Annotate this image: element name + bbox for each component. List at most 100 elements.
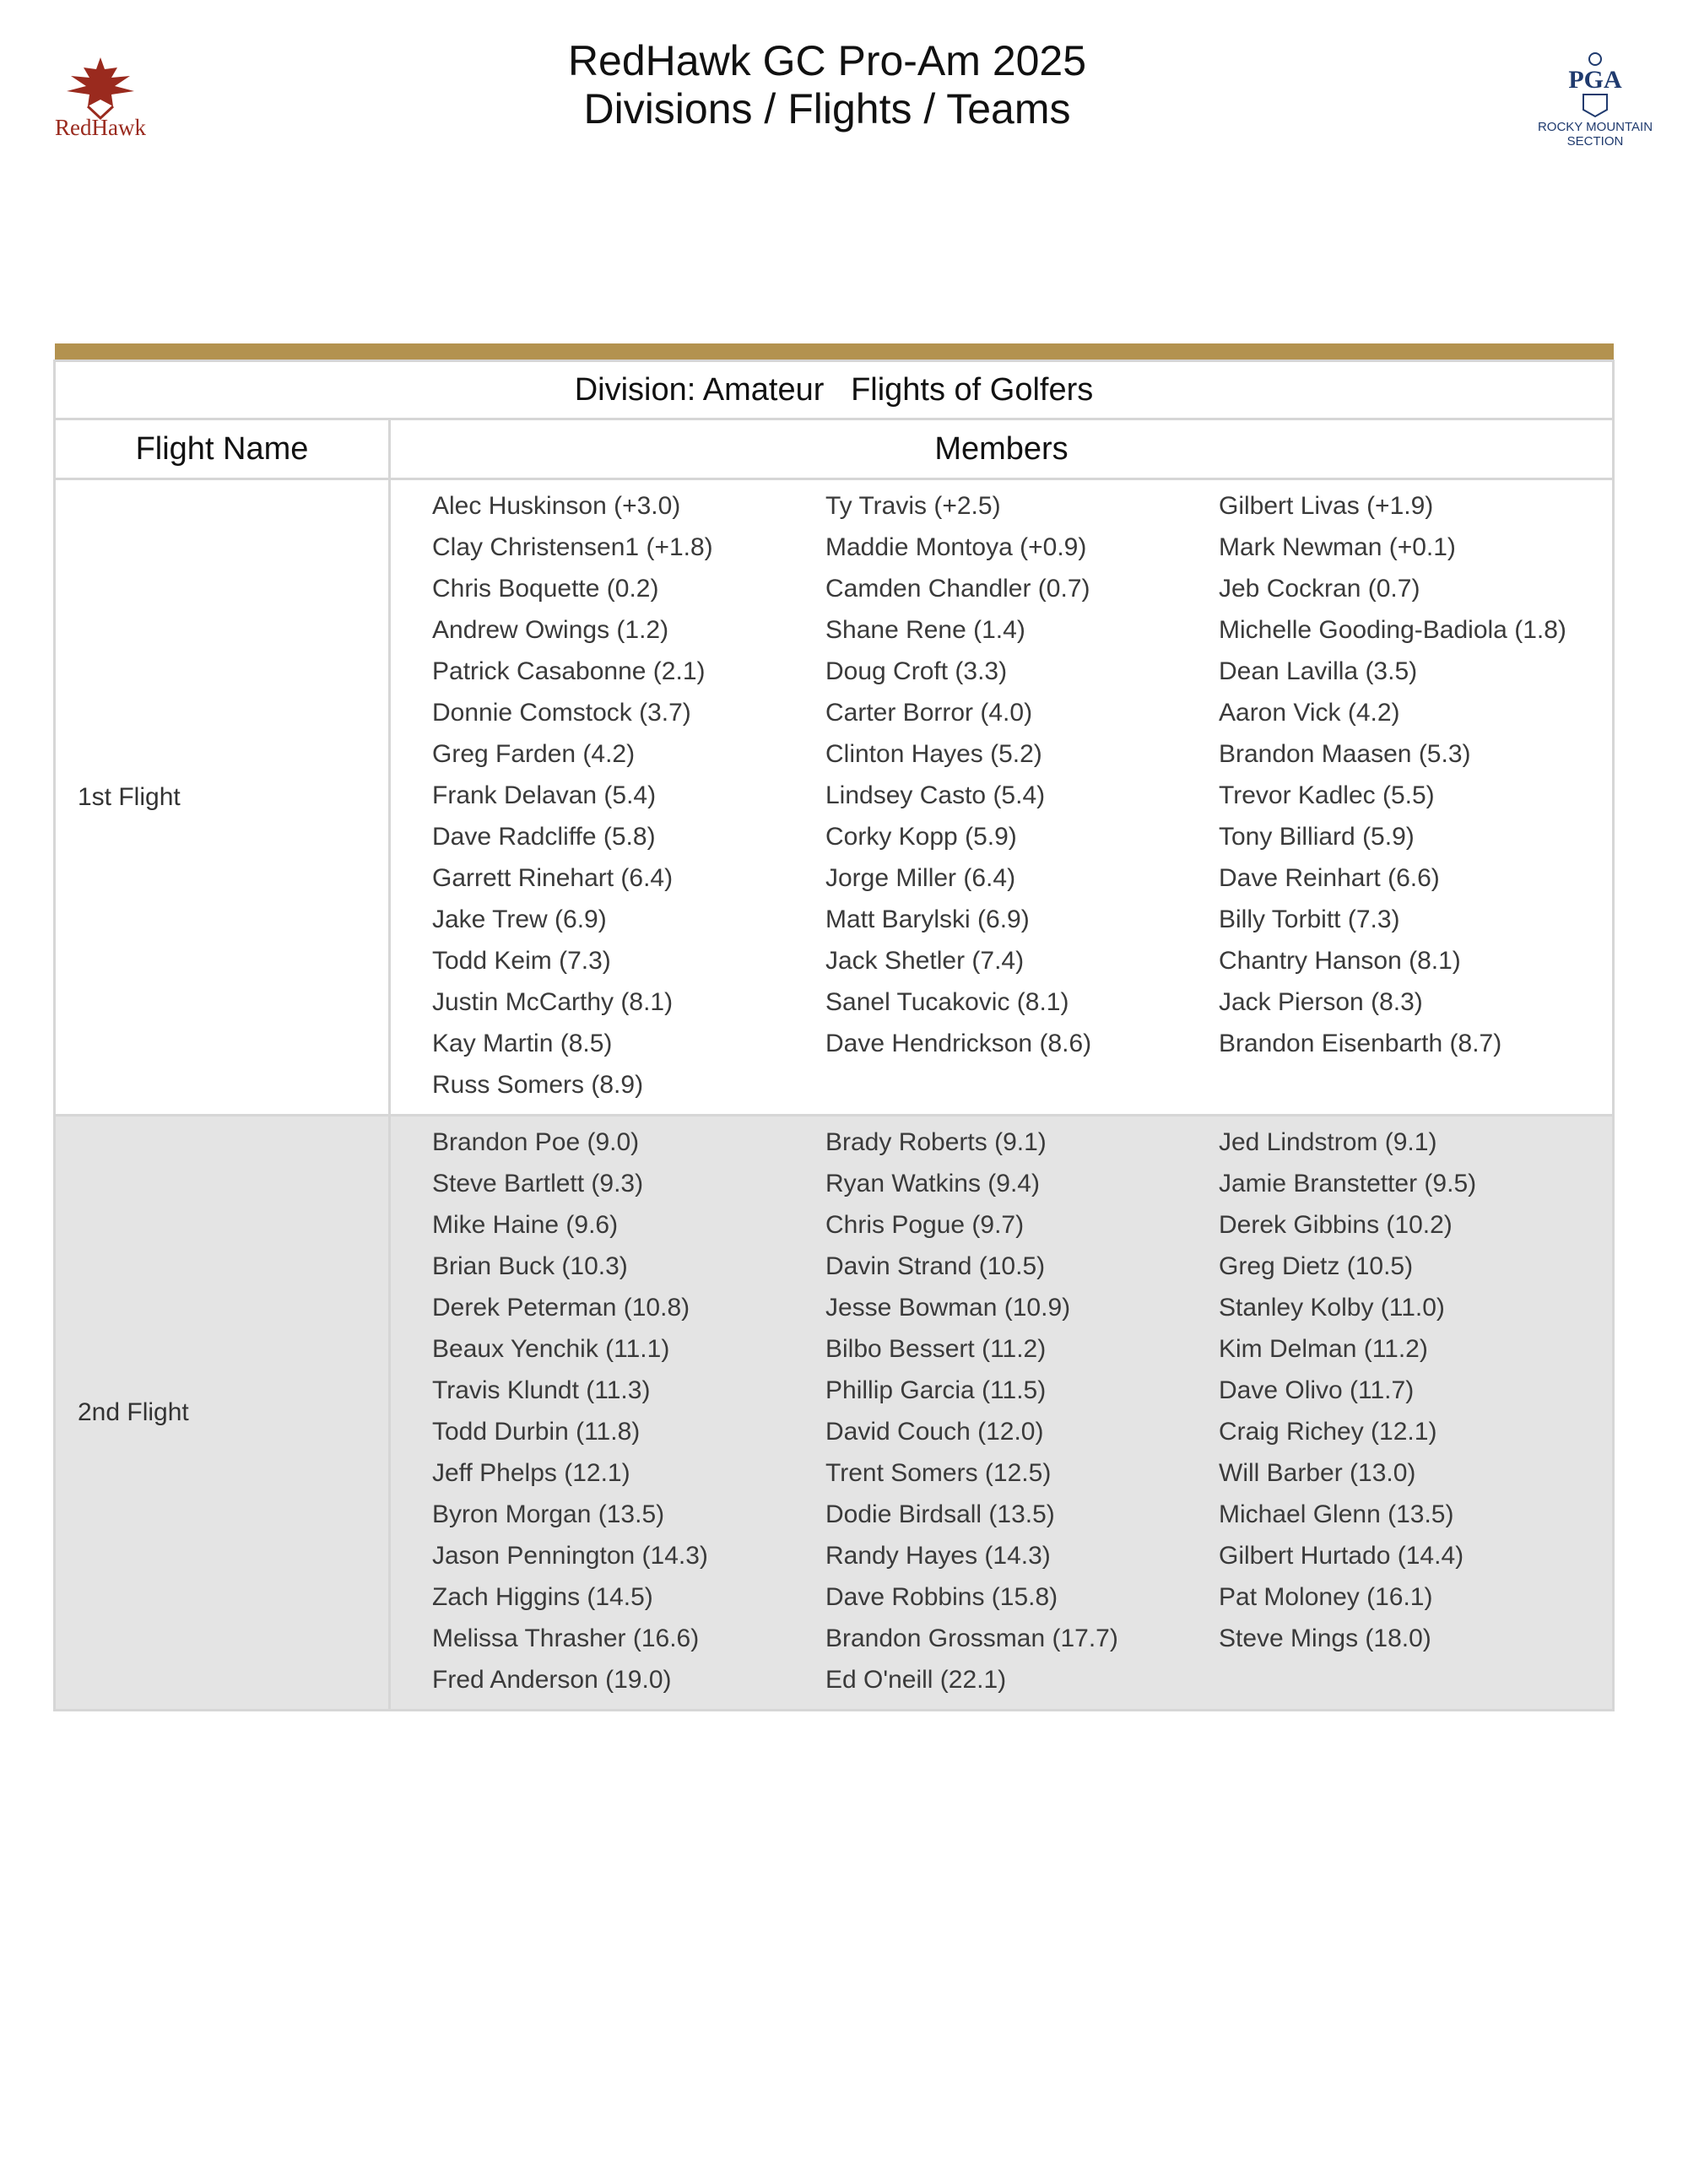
flight-row: 1st Flight Alec Huskinson (+3.0) Ty Travis… (53, 478, 1615, 1116)
member: Jamie Branstetter (9.5) (1219, 1170, 1477, 1197)
member: Jack Shetler (7.4) (825, 947, 1025, 975)
member: Dave Robbins (15.8) (825, 1583, 1058, 1611)
member: Greg Farden (4.2) (432, 740, 636, 768)
member: Chantry Hanson (8.1) (1219, 947, 1461, 975)
member: Jake Trew (6.9) (432, 905, 607, 933)
member: Byron Morgan (13.5) (432, 1500, 665, 1528)
title-line: RedHawk GC Pro-Am 2025 (567, 37, 1087, 84)
member: Craig Richey (12.1) (1219, 1418, 1437, 1446)
member: Dean Lavilla (3.5) (1219, 657, 1418, 685)
logo-caption: SECTION (1567, 134, 1624, 149)
member: Zach Higgins (14.5) (432, 1583, 653, 1611)
member: Dave Reinhart (6.6) (1219, 864, 1440, 892)
member: Jeb Cockran (0.7) (1219, 575, 1420, 603)
members-cell: Alec Huskinson (+3.0) Ty Travis (+2.5) Gil… (388, 478, 1615, 1116)
member: Patrick Casabonne (2.1) (432, 657, 706, 685)
member: Beaux Yenchik (11.1) (432, 1335, 670, 1363)
member: Phillip Garcia (11.5) (825, 1376, 1047, 1404)
member: Davin Strand (10.5) (825, 1252, 1046, 1280)
logo-text: RedHawk (55, 115, 146, 140)
logo-caption: ROCKY MOUNTAIN (1538, 120, 1653, 134)
member: Matt Barylski (6.9) (825, 905, 1030, 933)
member: Todd Durbin (11.8) (432, 1418, 641, 1446)
member: Corky Kopp (5.9) (825, 823, 1017, 851)
member: Ed O'neill (22.1) (825, 1666, 1007, 1694)
title-line: Divisions / Flights / Teams (583, 85, 1071, 132)
flight-name: 1st Flight (53, 478, 391, 1116)
member: Todd Keim (7.3) (432, 947, 611, 975)
members-grid: Alec Huskinson (+3.0) Ty Travis (+2.5) Gil… (391, 480, 1612, 1114)
member: Michelle Gooding-Badiola (1.8) (1219, 616, 1566, 644)
member: Dave Radcliffe (5.8) (432, 823, 656, 851)
members-grid: Brandon Poe (9.0) Brady Roberts (9.1) Jed … (391, 1116, 1612, 1709)
member: Donnie Comstock (3.7) (432, 699, 691, 727)
member: Brandon Eisenbarth (8.7) (1219, 1030, 1502, 1057)
member: Brandon Poe (9.0) (432, 1128, 640, 1156)
member: Frank Delavan (5.4) (432, 781, 657, 809)
division: Division: Amateur (574, 371, 825, 408)
member: Andrew Owings (1.2) (432, 616, 669, 644)
member: Mike Haine (9.6) (432, 1211, 619, 1239)
member: Clinton Hayes (5.2) (825, 740, 1042, 768)
member: Dave Hendrickson (8.6) (825, 1030, 1092, 1057)
member: Clay Christensen1 (+1.8) (432, 533, 713, 561)
member: Tony Billiard (5.9) (1219, 823, 1415, 851)
member: Camden Chandler (0.7) (825, 575, 1090, 603)
member: Derek Gibbins (10.2) (1219, 1211, 1453, 1239)
flight-row: 2nd Flight Brandon Poe (9.0) Brady Roberts… (53, 1114, 1615, 1711)
member: Carter Borror (4.0) (825, 699, 1033, 727)
member: Shane Rene (1.4) (825, 616, 1025, 644)
header-cell: Members (388, 418, 1615, 480)
page-title: RedHawk GC Pro-Am 2025 Divisions / Fligh… (0, 37, 1654, 133)
header-cell: Flight Name (53, 418, 391, 480)
member: Maddie Montoya (+0.9) (825, 533, 1087, 561)
member: Chris Pogue (9.7) (825, 1211, 1025, 1239)
member: Melissa Thrasher (16.6) (432, 1624, 700, 1652)
member: Kim Delman (11.2) (1219, 1335, 1428, 1363)
flight-name: 2nd Flight (53, 1114, 391, 1711)
member: Bilbo Bessert (11.2) (825, 1335, 1047, 1363)
member: Jack Pierson (8.3) (1219, 988, 1423, 1016)
member: Sanel Tucakovic (8.1) (825, 988, 1069, 1016)
member: Brandon Maasen (5.3) (1219, 740, 1471, 768)
member: Mark Newman (+0.1) (1219, 533, 1456, 561)
member: Randy Hayes (14.3) (825, 1542, 1051, 1570)
redhawk-logo: RedHawk (55, 57, 146, 140)
logo-text: PGA (1568, 66, 1622, 94)
member: Doug Croft (3.3) (825, 657, 1008, 685)
member: Lindsey Casto (5.4) (825, 781, 1046, 809)
member: Brady Roberts (9.1) (825, 1128, 1047, 1156)
member: Dodie Birdsall (13.5) (825, 1500, 1055, 1528)
member: Greg Dietz (10.5) (1219, 1252, 1414, 1280)
member: Gilbert Hurtado (14.4) (1219, 1542, 1464, 1570)
member: Will Barber (13.0) (1219, 1459, 1416, 1487)
member: Garrett Rinehart (6.4) (432, 864, 674, 892)
accent-bar (54, 343, 1614, 361)
member: Gilbert Livas (+1.9) (1219, 492, 1434, 520)
member: Steve Mings (18.0) (1219, 1624, 1431, 1652)
member: Jason Pennington (14.3) (432, 1542, 708, 1570)
member: Fred Anderson (19.0) (432, 1666, 672, 1694)
member: Derek Peterman (10.8) (432, 1294, 690, 1322)
member: Kay Martin (8.5) (432, 1030, 613, 1057)
member: Trevor Kadlec (5.5) (1219, 781, 1435, 809)
member: Ty Travis (+2.5) (825, 492, 1001, 520)
caption: Flights of Golfers (851, 371, 1094, 408)
member: Jeff Phelps (12.1) (432, 1459, 630, 1487)
member: Stanley Kolby (11.0) (1219, 1294, 1445, 1322)
flights-table: Division: Amateur Flights of Golfers Fli… (53, 343, 1615, 1711)
pga-logo: PGA ROCKY MOUNTAIN SECTION (1538, 52, 1653, 149)
member: Jed Lindstrom (9.1) (1219, 1128, 1437, 1156)
member: Chris Boquette (0.2) (432, 575, 659, 603)
member: Steve Bartlett (9.3) (432, 1170, 644, 1197)
member: Brian Buck (10.3) (432, 1252, 628, 1280)
member: David Couch (12.0) (825, 1418, 1044, 1446)
member: Trent Somers (12.5) (825, 1459, 1052, 1487)
member: Ryan Watkins (9.4) (825, 1170, 1040, 1197)
division-cell: Division: Amateur Flights of Golfers (53, 359, 1615, 420)
member: Travis Klundt (11.3) (432, 1376, 651, 1404)
member: Brandon Grossman (17.7) (825, 1624, 1118, 1652)
member: Justin McCarthy (8.1) (432, 988, 674, 1016)
member: Pat Moloney (16.1) (1219, 1583, 1433, 1611)
